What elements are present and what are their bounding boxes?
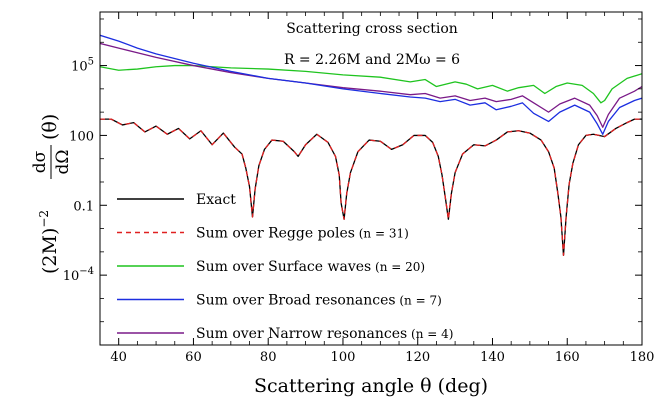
- y-axis-title: (2M)−2 dσ dΩ (θ): [30, 114, 73, 274]
- x-tick-label: 120: [405, 350, 430, 365]
- series-line-3: [100, 34, 642, 135]
- x-axis-title: Scattering angle θ (deg): [254, 375, 488, 397]
- x-tick-label: 160: [555, 350, 580, 365]
- series-line-2: [100, 64, 642, 104]
- plot-frame: [99, 11, 643, 346]
- y-tick-label: 10−4: [63, 266, 94, 284]
- x-tick-label: 140: [480, 350, 505, 365]
- x-tick-label: 60: [185, 350, 202, 365]
- legend-label-1: Sum over Regge poles (n = 31): [196, 226, 409, 242]
- legend: Exact Sum over Regge poles (n = 31) Sum ov…: [117, 192, 453, 342]
- legend-label-2: Sum over Surface waves (n = 20): [196, 259, 425, 275]
- x-tick-label: 180: [630, 350, 655, 365]
- chart-subtitle: R = 2.26M and 2Mω = 6: [284, 52, 460, 68]
- x-tick-label: 80: [260, 350, 277, 365]
- y-axis-title-exponent: −2: [37, 210, 51, 228]
- y-tick-label: 100: [69, 129, 94, 144]
- y-axis-title-suffix: (θ): [39, 114, 61, 140]
- series-line-1: [100, 118, 642, 257]
- y-axis-title-prefix: (2M): [39, 228, 61, 274]
- series-layer: [100, 34, 642, 257]
- x-tick-label: 100: [331, 350, 356, 365]
- legend-label-4: Sum over Narrow resonances (n = 4): [196, 326, 453, 342]
- svg-text:(2M)−2: (2M)−2: [37, 210, 61, 274]
- y-tick-label: 0.1: [73, 199, 94, 214]
- y-axis-title-numerator: dσ: [30, 150, 50, 173]
- x-tick-label: 40: [110, 350, 127, 365]
- chart-title: Scattering cross section: [286, 21, 458, 37]
- legend-label-3: Sum over Broad resonances (n = 7): [196, 293, 442, 309]
- legend-label-0: Exact: [196, 192, 236, 208]
- ticks-layer: 40 60 80 100 120 140 160 180 105 100 0.1 10−4: [63, 12, 655, 365]
- y-tick-label: 105: [71, 57, 94, 75]
- y-axis-title-denominator: dΩ: [53, 150, 73, 175]
- series-line-4: [100, 42, 642, 128]
